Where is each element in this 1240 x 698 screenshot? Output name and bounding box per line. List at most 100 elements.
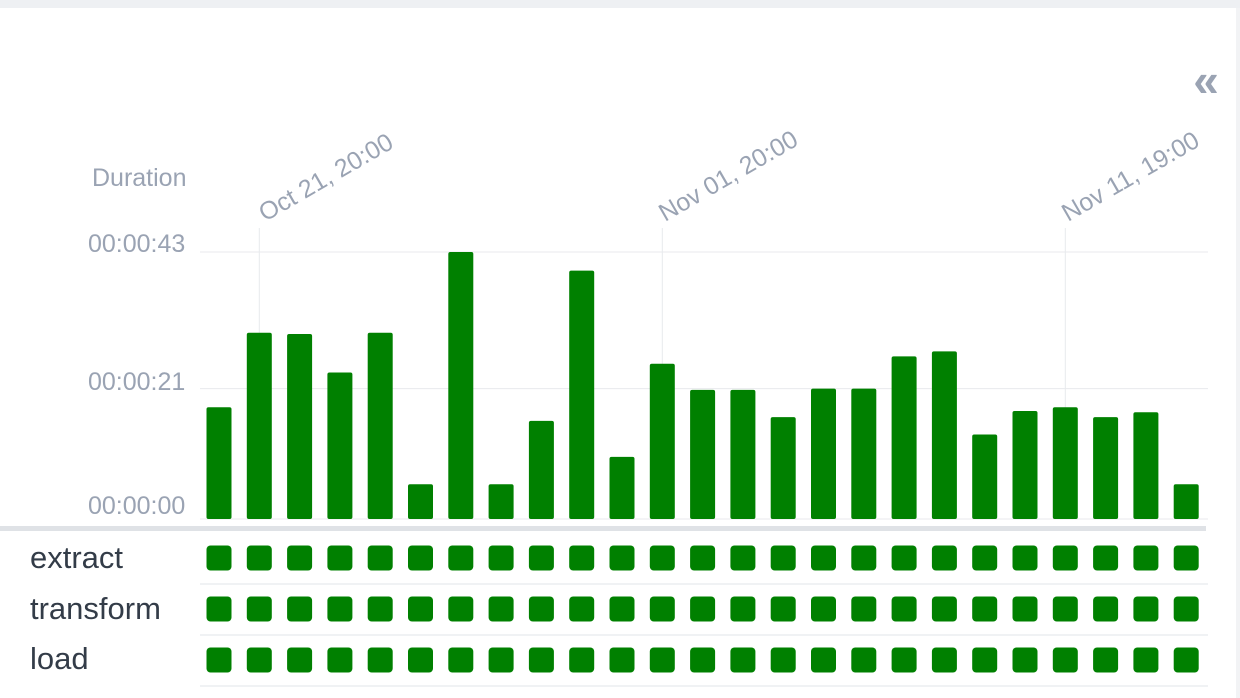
task-instance-load[interactable] [448, 647, 474, 673]
duration-bar[interactable] [609, 456, 635, 519]
duration-bar[interactable] [690, 389, 716, 519]
task-instance-transform[interactable] [891, 596, 917, 622]
task-instance-extract[interactable] [811, 545, 836, 571]
duration-bar[interactable] [569, 270, 595, 519]
duration-bar[interactable] [528, 420, 554, 519]
task-instance-transform[interactable] [811, 596, 836, 622]
task-instance-transform[interactable] [609, 596, 635, 622]
task-instance-extract[interactable] [206, 545, 232, 571]
task-instance-transform[interactable] [972, 596, 998, 622]
task-label-extract[interactable]: extract [30, 540, 124, 575]
task-label-transform[interactable]: transform [30, 591, 161, 626]
task-instance-extract[interactable] [287, 545, 313, 571]
task-instance-transform[interactable] [1052, 596, 1078, 622]
task-instance-extract[interactable] [770, 545, 796, 571]
duration-bar[interactable] [206, 407, 232, 519]
task-instance-transform[interactable] [1012, 596, 1038, 622]
task-instance-transform[interactable] [206, 596, 232, 622]
task-instance-transform[interactable] [408, 596, 433, 622]
task-instance-extract[interactable] [448, 545, 474, 571]
task-instance-load[interactable] [1173, 647, 1199, 673]
task-instance-load[interactable] [488, 647, 514, 673]
task-instance-extract[interactable] [931, 545, 957, 571]
duration-bar[interactable] [931, 351, 957, 519]
duration-bar[interactable] [1012, 410, 1038, 519]
duration-bar[interactable] [1133, 412, 1159, 519]
task-instance-load[interactable] [1012, 647, 1038, 673]
task-instance-load[interactable] [246, 647, 272, 673]
duration-bar[interactable] [408, 484, 433, 519]
task-instance-load[interactable] [206, 647, 232, 673]
duration-bar[interactable] [1052, 407, 1078, 519]
duration-bar[interactable] [891, 356, 917, 519]
task-instance-load[interactable] [1052, 647, 1078, 673]
task-instance-extract[interactable] [488, 545, 514, 571]
task-instance-load[interactable] [730, 647, 756, 673]
task-instance-extract[interactable] [408, 545, 433, 571]
task-instance-transform[interactable] [327, 596, 353, 622]
task-instance-extract[interactable] [528, 545, 554, 571]
task-instance-extract[interactable] [690, 545, 716, 571]
duration-bar[interactable] [972, 434, 998, 519]
duration-bar[interactable] [367, 332, 393, 519]
task-instance-transform[interactable] [690, 596, 716, 622]
task-instance-extract[interactable] [1012, 545, 1038, 571]
task-instance-extract[interactable] [246, 545, 272, 571]
task-instance-extract[interactable] [649, 545, 675, 571]
task-instance-extract[interactable] [1052, 545, 1078, 571]
task-instance-transform[interactable] [246, 596, 272, 622]
task-instance-load[interactable] [690, 647, 716, 673]
duration-bar[interactable] [1093, 417, 1119, 519]
duration-bar[interactable] [649, 363, 675, 519]
task-instance-load[interactable] [851, 647, 877, 673]
task-instance-transform[interactable] [1133, 596, 1159, 622]
duration-bar[interactable] [770, 417, 796, 519]
task-instance-load[interactable] [408, 647, 433, 673]
duration-bar[interactable] [851, 388, 877, 519]
task-instance-load[interactable] [609, 647, 635, 673]
task-instance-load[interactable] [287, 647, 313, 673]
duration-bar[interactable] [1173, 484, 1199, 519]
task-instance-load[interactable] [327, 647, 353, 673]
task-instance-transform[interactable] [367, 596, 393, 622]
task-instance-load[interactable] [770, 647, 796, 673]
task-instance-load[interactable] [528, 647, 554, 673]
task-instance-extract[interactable] [851, 545, 877, 571]
task-instance-transform[interactable] [770, 596, 796, 622]
task-instance-extract[interactable] [1133, 545, 1159, 571]
task-instance-extract[interactable] [367, 545, 393, 571]
task-instance-extract[interactable] [327, 545, 353, 571]
task-instance-transform[interactable] [488, 596, 514, 622]
task-instance-load[interactable] [1133, 647, 1159, 673]
task-label-load[interactable]: load [30, 641, 89, 676]
task-instance-transform[interactable] [851, 596, 877, 622]
task-instance-load[interactable] [931, 647, 957, 673]
task-instance-load[interactable] [811, 647, 836, 673]
task-instance-extract[interactable] [609, 545, 635, 571]
task-instance-extract[interactable] [569, 545, 595, 571]
task-instance-load[interactable] [649, 647, 675, 673]
task-instance-transform[interactable] [730, 596, 756, 622]
duration-bar[interactable] [246, 332, 272, 519]
duration-bar[interactable] [811, 388, 836, 519]
duration-bar[interactable] [488, 484, 514, 519]
task-instance-transform[interactable] [287, 596, 313, 622]
task-instance-load[interactable] [891, 647, 917, 673]
task-instance-transform[interactable] [1173, 596, 1199, 622]
task-instance-extract[interactable] [1173, 545, 1199, 571]
duration-bar[interactable] [730, 389, 756, 519]
chevron-double-left-icon[interactable]: « [1193, 54, 1219, 106]
task-instance-transform[interactable] [448, 596, 474, 622]
task-instance-transform[interactable] [649, 596, 675, 622]
duration-bar[interactable] [448, 252, 474, 519]
task-instance-load[interactable] [367, 647, 393, 673]
duration-bar[interactable] [287, 333, 313, 519]
task-instance-load[interactable] [569, 647, 595, 673]
duration-bar[interactable] [327, 372, 353, 519]
task-instance-extract[interactable] [730, 545, 756, 571]
task-instance-transform[interactable] [1093, 596, 1119, 622]
task-instance-transform[interactable] [931, 596, 957, 622]
task-instance-load[interactable] [1093, 647, 1119, 673]
task-instance-load[interactable] [972, 647, 998, 673]
task-instance-extract[interactable] [891, 545, 917, 571]
